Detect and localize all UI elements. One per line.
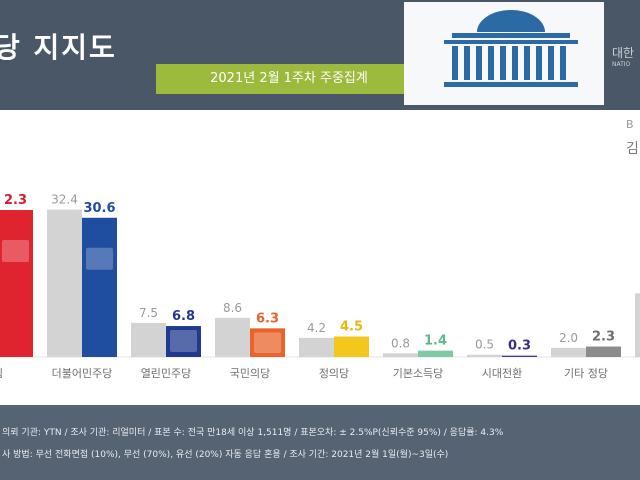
header-edge-text: 대한 NATIO xyxy=(612,44,634,68)
subtitle-text: 2021년 2월 1주차 주중집계 xyxy=(210,71,368,86)
bar-prev-2 xyxy=(131,322,166,357)
party-emblem-0 xyxy=(2,240,29,263)
value-label-prev-4: 4.2 xyxy=(307,321,326,335)
category-label-2: 열린민주당 xyxy=(141,367,192,380)
bar-prev-4 xyxy=(299,337,334,357)
value-label-curr-5: 1.4 xyxy=(424,334,447,349)
bar-curr-4 xyxy=(334,336,369,357)
value-label-curr-3: 6.3 xyxy=(256,311,279,326)
header-banner: 당 지지도 2021년 2월 1주차 주중집계 대한 NATI xyxy=(0,0,640,110)
bar-curr-5 xyxy=(418,350,453,357)
bar-curr-1 xyxy=(82,217,117,357)
value-label-curr-7: 2.3 xyxy=(592,330,615,345)
bar-curr-2 xyxy=(166,326,201,357)
value-label-prev-5: 0.8 xyxy=(391,336,410,350)
legend-fragment-1: B xyxy=(626,118,634,131)
category-label-4: 정의당 xyxy=(319,367,349,380)
bar-prev-5 xyxy=(383,353,418,357)
bar-curr-0 xyxy=(0,210,33,357)
party-emblem-1 xyxy=(86,247,113,270)
value-label-prev-6: 0.5 xyxy=(475,338,494,352)
bar-prev-1 xyxy=(47,209,82,357)
value-label-prev-2: 7.5 xyxy=(139,306,158,320)
national-assembly-building-icon xyxy=(444,10,578,87)
bar-curr-6 xyxy=(502,355,537,357)
value-label-curr-2: 6.8 xyxy=(172,309,195,324)
category-label-1: 더불어민주당 xyxy=(52,367,113,380)
category-label-0: 힘 xyxy=(0,367,3,380)
footer-line-2: 사 방법: 무선 전화면접 (10%), 무선 (70%), 유선 (20%) … xyxy=(2,450,449,460)
chart-area: 2.3 힘 32.4 30.6 더불어민주당 7.5 6.8 열린민주당 8.6 6.3 국민의당 4… xyxy=(0,110,640,405)
header-edge-text-line1: 대한 xyxy=(612,46,635,60)
national-assembly-logo-panel xyxy=(404,2,604,105)
category-label-7: 기타 정당 xyxy=(564,367,608,380)
legend-fragment-2: 김 xyxy=(626,141,639,157)
footer-line-1: 의뢰 기관: YTN / 조사 기관: 리얼미터 / 표본 수: 전국 만18세… xyxy=(2,428,504,438)
category-label-6: 시대전환 xyxy=(482,367,522,380)
bar-prev-7 xyxy=(551,347,586,357)
bar-curr-7 xyxy=(586,346,621,357)
value-label-prev-1: 32.4 xyxy=(51,193,78,207)
bar-prev-6 xyxy=(467,354,502,357)
header-edge-text-line2: NATIO xyxy=(612,61,631,68)
value-label-curr-0: 2.3 xyxy=(4,193,27,208)
party-emblem-3 xyxy=(254,332,281,353)
value-label-curr-6: 0.3 xyxy=(508,339,531,354)
bar-chart: 2.3 힘 32.4 30.6 더불어민주당 7.5 6.8 열린민주당 8.6 6.3 국민의당 4… xyxy=(0,193,640,380)
value-label-curr-1: 30.6 xyxy=(83,201,115,216)
bar-prev-3 xyxy=(215,317,250,357)
bar-curr-3 xyxy=(250,328,285,357)
category-label-5: 기본소득당 xyxy=(393,367,444,380)
value-label-prev-3: 8.6 xyxy=(223,301,242,315)
page-title: 당 지지도 xyxy=(0,31,117,64)
bar-prev-8 xyxy=(635,293,640,357)
party-emblem-2 xyxy=(170,330,197,353)
category-label-3: 국민의당 xyxy=(230,367,270,380)
value-label-prev-7: 2.0 xyxy=(559,331,578,345)
value-label-curr-4: 4.5 xyxy=(340,320,363,335)
survey-footer: 의뢰 기관: YTN / 조사 기관: 리얼미터 / 표본 수: 전국 만18세… xyxy=(0,405,640,480)
subtitle-badge: 2021년 2월 1주차 주중집계 xyxy=(156,64,422,94)
